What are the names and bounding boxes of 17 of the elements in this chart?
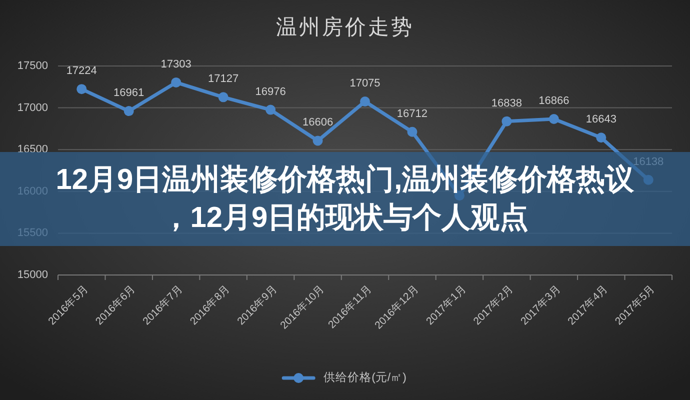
data-label: 17224 — [66, 65, 97, 78]
chart-title: 温州房价走势 — [276, 15, 414, 39]
data-label: 16712 — [396, 108, 428, 120]
data-label: 16838 — [491, 97, 522, 110]
y-tick-label: 17500 — [17, 60, 48, 72]
data-label: 16976 — [255, 86, 286, 98]
data-label: 16606 — [302, 116, 334, 129]
data-label: 17127 — [208, 73, 239, 86]
y-tick-label: 16500 — [17, 144, 48, 156]
data-label: 17303 — [160, 58, 192, 70]
data-label: 17075 — [350, 78, 380, 90]
data-label: 16643 — [586, 114, 616, 126]
data-label: 16866 — [538, 95, 570, 107]
y-tick-label: 17000 — [17, 102, 48, 114]
y-tick-label: 15000 — [17, 269, 48, 281]
data-label: 16961 — [114, 87, 144, 100]
legend-label: 供给价格(元/㎡) — [324, 371, 407, 384]
